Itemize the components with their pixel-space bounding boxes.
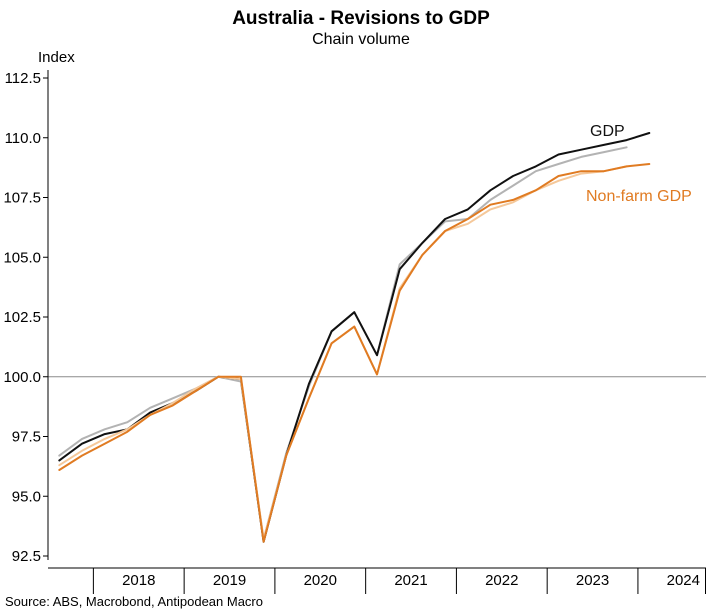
x-tick-label: 2022 [485,572,518,589]
y-tick-label: 97.5 [12,429,41,446]
axis-layer: 112.5 110.0 107.5 105.0 102.5 100.0 97.5 95.0 92… [3,70,706,594]
y-tick-label: 110.0 [5,130,41,147]
chart-title: Australia - Revisions to GDP [232,8,490,29]
series-label-non-farm-gdp: Non-farm GDP [586,188,692,205]
x-tick-label: 2024 [667,572,700,589]
x-tick-label: 2018 [122,572,155,589]
y-tick-label: 100.0 [3,369,41,386]
series-line-gdp [58,132,651,543]
chart-subtitle: Chain volume [312,31,410,48]
source-note: Source: ABS, Macrobond, Antipodean Macro [5,594,263,609]
y-tick-label: 95.0 [12,488,41,505]
x-tick-label: 2020 [304,572,337,589]
x-tick-label: 2019 [213,572,246,589]
y-axis-label: Index [38,49,75,66]
y-tick-label: 92.5 [12,548,41,565]
y-tick-label: 105.0 [3,249,41,266]
series-line-non-farm-gdp [58,163,651,543]
y-tick-label: 107.5 [3,190,41,207]
y-tick-label: 102.5 [3,309,41,326]
series-layer [58,132,651,543]
x-tick-label: 2023 [576,572,609,589]
x-tick-label: 2021 [394,572,427,589]
y-tick-label: 112.5 [5,70,41,87]
series-label-gdp: GDP [590,123,625,140]
series-line-non-farm-gdp-previous-vintage [58,165,628,541]
series-line-gdp-previous-vintage [58,146,628,541]
